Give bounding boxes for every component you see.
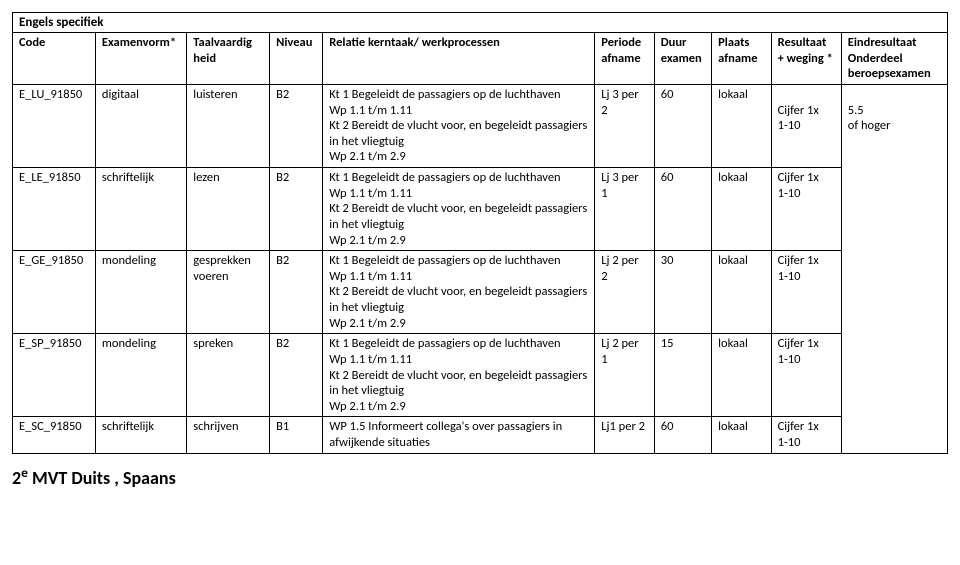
cell-niveau: B1	[270, 417, 323, 453]
th-vaard: Taalvaardig heid	[187, 33, 270, 85]
cell-result: Cijfer 1x1-10	[771, 251, 841, 334]
cell-result: Cijfer 1x1-10	[771, 168, 841, 251]
th-plaats: Plaats afname	[712, 33, 772, 85]
cell-niveau: B2	[270, 251, 323, 334]
cell-relatie: WP 1.5 Informeert collega's over passagi…	[323, 417, 595, 453]
table-row: E_GE_91850 mondeling gesprekken voeren B…	[13, 251, 948, 334]
table-row: E_LU_91850 digitaal luisteren B2 Kt 1 Be…	[13, 84, 948, 167]
cell-code: E_GE_91850	[13, 251, 96, 334]
table-title: Engels specifiek	[12, 12, 948, 32]
th-relatie: Relatie kerntaak/ werkprocessen	[323, 33, 595, 85]
cell-niveau: B2	[270, 334, 323, 417]
cell-vorm: schriftelijk	[95, 417, 186, 453]
cell-periode: Lj 3 per 2	[595, 84, 655, 167]
table-row: E_LE_91850 schriftelijk lezen B2 Kt 1 Be…	[13, 168, 948, 251]
cell-plaats: lokaal	[712, 84, 772, 167]
cell-vorm: mondeling	[95, 334, 186, 417]
cell-plaats: lokaal	[712, 334, 772, 417]
cell-duur: 60	[654, 84, 711, 167]
th-periode: Periode afname	[595, 33, 655, 85]
cell-vaard: lezen	[187, 168, 270, 251]
footer-heading: 2e MVT Duits , Spaans	[12, 464, 948, 489]
cell-periode: Lj1 per 2	[595, 417, 655, 453]
table-row: E_SC_91850 schriftelijk schrijven B1 WP …	[13, 417, 948, 453]
cell-code: E_SC_91850	[13, 417, 96, 453]
cell-relatie: Kt 1 Begeleidt de passagiers op de lucht…	[323, 84, 595, 167]
th-niveau: Niveau	[270, 33, 323, 85]
th-duur: Duur examen	[654, 33, 711, 85]
table-row: E_SP_91850 mondeling spreken B2 Kt 1 Beg…	[13, 334, 948, 417]
cell-vaard: spreken	[187, 334, 270, 417]
cell-vorm: mondeling	[95, 251, 186, 334]
cell-result: Cijfer 1x1-10	[771, 334, 841, 417]
cell-relatie: Kt 1 Begeleidt de passagiers op de lucht…	[323, 168, 595, 251]
cell-vaard: gesprekken voeren	[187, 251, 270, 334]
cell-code: E_SP_91850	[13, 334, 96, 417]
cell-plaats: lokaal	[712, 168, 772, 251]
cell-code: E_LE_91850	[13, 168, 96, 251]
cell-vorm: schriftelijk	[95, 168, 186, 251]
cell-duur: 60	[654, 168, 711, 251]
footer-prefix: 2	[12, 467, 21, 489]
th-eind: Eindresultaat Onderdeel beroepsexamen	[841, 33, 947, 85]
cell-result: Cijfer 1x1-10	[771, 417, 841, 453]
th-result: Resultaat + weging *	[771, 33, 841, 85]
cell-result: Cijfer 1x1-10	[771, 84, 841, 167]
cell-duur: 60	[654, 417, 711, 453]
cell-niveau: B2	[270, 84, 323, 167]
cell-relatie: Kt 1 Begeleidt de passagiers op de lucht…	[323, 334, 595, 417]
cell-duur: 15	[654, 334, 711, 417]
exam-table: Code Examenvorm* Taalvaardig heid Niveau…	[12, 32, 948, 454]
th-vorm: Examenvorm*	[95, 33, 186, 85]
footer-rest: MVT Duits , Spaans	[28, 467, 176, 489]
header-row: Code Examenvorm* Taalvaardig heid Niveau…	[13, 33, 948, 85]
cell-periode: Lj 3 per 1	[595, 168, 655, 251]
footer-sup: e	[21, 464, 28, 481]
cell-niveau: B2	[270, 168, 323, 251]
cell-periode: Lj 2 per 1	[595, 334, 655, 417]
cell-periode: Lj 2 per 2	[595, 251, 655, 334]
cell-vorm: digitaal	[95, 84, 186, 167]
cell-relatie: Kt 1 Begeleidt de passagiers op de lucht…	[323, 251, 595, 334]
th-code: Code	[13, 33, 96, 85]
cell-plaats: lokaal	[712, 251, 772, 334]
cell-vaard: schrijven	[187, 417, 270, 453]
cell-code: E_LU_91850	[13, 84, 96, 167]
cell-plaats: lokaal	[712, 417, 772, 453]
cell-eind: 5.5of hoger	[841, 84, 947, 453]
cell-duur: 30	[654, 251, 711, 334]
cell-vaard: luisteren	[187, 84, 270, 167]
